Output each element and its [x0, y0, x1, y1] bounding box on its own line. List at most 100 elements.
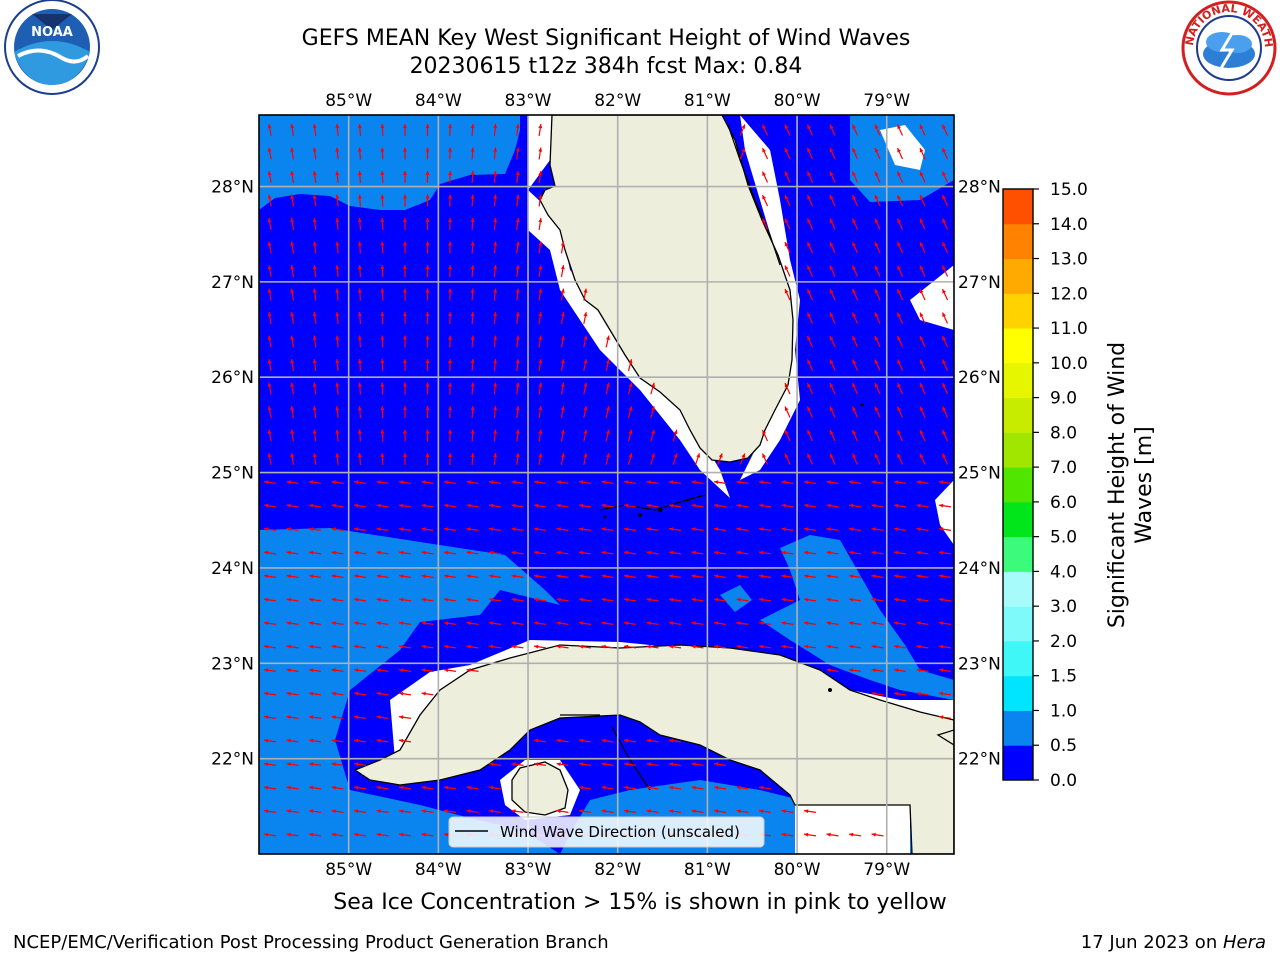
wave-arrow — [308, 738, 322, 743]
lat-tick-label-left: 28°N — [211, 178, 254, 198]
wave-arrow — [443, 574, 457, 579]
wave-arrow — [331, 527, 344, 532]
wave-arrow — [583, 358, 588, 372]
lat-tick-label-left: 23°N — [211, 654, 254, 674]
wave-arrow — [267, 288, 272, 301]
wave-arrow — [871, 621, 884, 626]
wave-arrow — [263, 597, 277, 602]
wave-arrow — [335, 170, 340, 184]
wave-arrow — [267, 217, 272, 231]
wave-arrow — [443, 480, 457, 485]
colorbar-tick-label: 4.0 — [1050, 562, 1077, 582]
wave-arrow — [560, 452, 565, 466]
wave-arrow — [871, 480, 884, 485]
wave-arrow — [538, 405, 543, 419]
colorbar-swatch — [1003, 362, 1033, 399]
wave-arrow — [263, 527, 277, 532]
land-small-island — [936, 729, 954, 746]
wave-arrow — [781, 809, 794, 814]
wave-arrow — [286, 574, 299, 579]
wave-arrow — [736, 550, 749, 555]
wave-arrow — [376, 832, 389, 837]
wave-arrow — [376, 480, 389, 485]
colorbar-tick-label: 1.5 — [1050, 667, 1077, 687]
wave-arrow — [353, 691, 367, 696]
wave-arrow — [556, 574, 569, 579]
wave-arrow — [398, 809, 412, 814]
wave-arrow — [493, 358, 498, 372]
wave-arrow — [556, 644, 569, 649]
wave-arrow — [357, 335, 362, 348]
wave-arrow — [335, 405, 340, 419]
wave-arrow — [941, 288, 949, 301]
wave-arrow — [488, 762, 502, 767]
wave-arrow — [851, 265, 859, 277]
wave-arrow — [919, 241, 926, 254]
wave-arrow — [353, 809, 367, 814]
wave-arrow — [331, 668, 344, 673]
wave-arrow — [263, 668, 277, 673]
wave-arrow — [668, 644, 682, 649]
wave-arrow — [896, 406, 904, 418]
colorbar-swatch — [1003, 675, 1033, 711]
wave-arrow — [425, 241, 430, 254]
wave-arrow — [286, 715, 299, 720]
wave-arrow — [448, 217, 453, 231]
wave-arrow — [826, 503, 839, 508]
wave-arrow — [312, 194, 317, 207]
wave-arrow — [312, 241, 317, 254]
wave-arrow — [376, 621, 389, 626]
wave-arrow — [893, 480, 907, 485]
wave-arrow — [380, 405, 385, 419]
wave-arrow — [290, 358, 295, 372]
wave-arrow — [826, 480, 839, 485]
wave-arrow — [736, 574, 749, 579]
wave-arrow — [466, 668, 479, 673]
wave-arrow — [848, 644, 862, 649]
wave-arrow — [533, 503, 547, 508]
wave-arrow — [601, 550, 614, 555]
wave-arrow — [583, 452, 588, 466]
wave-arrow — [290, 429, 295, 442]
wave-arrow — [941, 406, 949, 418]
wave-arrow — [781, 527, 794, 532]
wave-arrow — [493, 194, 498, 207]
wave-arrow — [263, 621, 277, 626]
wave-arrow — [470, 170, 475, 184]
colorbar-swatch — [1003, 571, 1033, 607]
wave-arrow — [398, 550, 412, 555]
wave-arrow — [515, 147, 520, 160]
map-frame — [258, 114, 955, 855]
lon-tick-label-top: 81°W — [684, 91, 731, 111]
wave-arrow — [488, 597, 502, 602]
wave-arrow — [851, 429, 859, 442]
wave-arrow — [803, 480, 817, 485]
wave-arrow — [736, 597, 749, 602]
colorbar-swatch — [1003, 397, 1033, 433]
wave-arrow — [515, 170, 520, 184]
wave-arrow — [829, 171, 836, 183]
wave-arrow — [758, 785, 772, 790]
wave-arrow — [691, 762, 704, 767]
wave-arrow — [335, 311, 340, 325]
wave-arrow — [784, 406, 791, 418]
wave-arrow — [803, 527, 817, 532]
wave-arrow — [290, 194, 295, 207]
wave-arrow — [267, 123, 272, 137]
wave-arrow — [601, 738, 614, 743]
wave-arrow — [874, 265, 881, 277]
wave-arrow — [335, 123, 340, 137]
wave-arrow — [871, 832, 884, 837]
wave-arrow — [848, 480, 862, 485]
wave-arrow — [376, 527, 389, 532]
wave-arrow — [335, 241, 340, 254]
wave-arrow — [511, 503, 524, 508]
wave-arrow — [538, 264, 543, 278]
wave-arrow — [493, 405, 498, 419]
wave-arrow — [938, 597, 952, 602]
wave-arrow — [851, 194, 859, 207]
wave-arrow — [380, 311, 385, 325]
wave-arrow — [286, 644, 299, 649]
wave-arrow — [286, 762, 299, 767]
wave-arrow — [916, 597, 929, 602]
